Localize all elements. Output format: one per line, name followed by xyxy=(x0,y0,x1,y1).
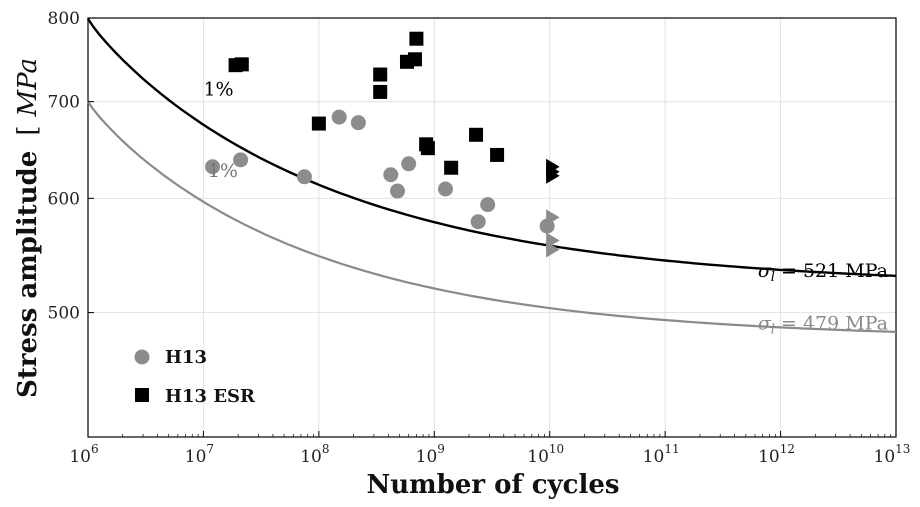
curve-percent-label: 1% xyxy=(208,160,238,182)
h13-curve xyxy=(87,101,897,333)
x-tick-label: 1013 xyxy=(874,442,911,467)
h13-esr-runout xyxy=(546,167,560,184)
y-axis-title-open: [ xyxy=(13,126,43,136)
h13-esr-point xyxy=(409,31,424,46)
grid xyxy=(88,18,896,437)
h13-point xyxy=(350,115,366,131)
legend-label-h13-esr: H13 ESR xyxy=(165,386,256,407)
h13-esr-point xyxy=(420,141,435,156)
x-tick-label: 108 xyxy=(300,442,329,467)
h13-point xyxy=(296,169,312,185)
curve-percent-label: 1% xyxy=(203,79,233,101)
legend-marker-h13-esr xyxy=(135,388,149,402)
h13-runout xyxy=(546,209,560,226)
h13-point xyxy=(205,159,221,175)
h13-point xyxy=(437,181,453,197)
plot-frame xyxy=(87,17,897,438)
h13-esr-point xyxy=(373,67,388,82)
h13-esr-point xyxy=(490,147,505,162)
h13-point xyxy=(480,197,496,213)
x-tick-label: 1011 xyxy=(643,442,680,467)
curves xyxy=(87,18,897,333)
h13-point xyxy=(233,152,249,168)
x-tick-label: 109 xyxy=(416,442,445,467)
h13-esr-point xyxy=(407,52,422,67)
legend: H13 H13 ESR xyxy=(134,347,256,407)
esr-curve xyxy=(87,18,897,278)
legend-label-h13: H13 xyxy=(165,347,207,368)
y-tick-label: 500 xyxy=(48,304,80,324)
x-axis-title: Number of cycles xyxy=(366,470,619,500)
x-tick-label: 107 xyxy=(185,442,214,467)
annotations: 1% 1% σl = 521 MPa σl = 479 MPa xyxy=(203,79,888,338)
h13-esr-point xyxy=(469,127,484,142)
x-tick-label: 1012 xyxy=(758,442,795,467)
fatigue-limit-label: σl = 521 MPa xyxy=(758,260,888,285)
h13-runout xyxy=(546,241,560,258)
y-tick-label: 600 xyxy=(48,189,80,209)
ticks: 106 107 108 109 1010 1011 1012 1013 500 600 700 800 xyxy=(48,9,911,467)
markers xyxy=(205,31,560,258)
y-axis-title-unit: MPa xyxy=(13,58,43,117)
h13-esr-point xyxy=(311,116,326,131)
y-axis-title-main: Stress amplitude xyxy=(13,151,43,398)
y-tick-label: 700 xyxy=(48,93,80,113)
legend-marker-h13 xyxy=(134,349,150,365)
x-tick-label: 106 xyxy=(69,442,98,467)
h13-point xyxy=(383,167,399,183)
y-axis-title: Stress amplitude [ MPa xyxy=(13,58,43,398)
h13-point xyxy=(389,183,405,199)
x-tick-label: 1010 xyxy=(527,442,564,467)
h13-point xyxy=(470,214,486,230)
h13-point xyxy=(331,109,347,125)
fatigue-limit-label: σl = 479 MPa xyxy=(758,313,888,338)
h13-point xyxy=(401,156,417,172)
h13-esr-point xyxy=(373,84,388,99)
y-tick-label: 800 xyxy=(48,9,80,29)
h13-esr-point xyxy=(444,160,459,175)
h13-esr-point xyxy=(234,57,249,72)
